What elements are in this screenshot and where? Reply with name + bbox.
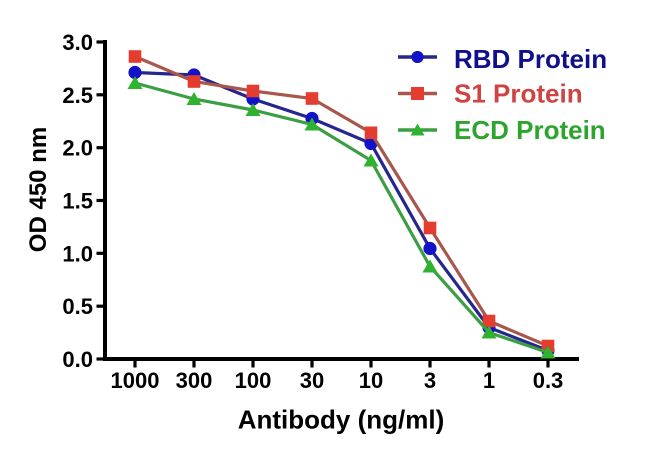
svg-text:3.0: 3.0 — [62, 30, 93, 55]
svg-text:Antibody (ng/ml): Antibody (ng/ml) — [238, 405, 445, 435]
svg-text:ECD Protein: ECD Protein — [454, 115, 606, 145]
svg-text:30: 30 — [300, 368, 324, 393]
svg-text:2.0: 2.0 — [62, 136, 93, 161]
svg-text:1.0: 1.0 — [62, 241, 93, 266]
svg-text:RBD Protein: RBD Protein — [454, 44, 607, 74]
svg-text:2.5: 2.5 — [62, 83, 93, 108]
svg-text:3: 3 — [424, 368, 436, 393]
svg-text:1000: 1000 — [111, 368, 160, 393]
svg-text:300: 300 — [176, 368, 213, 393]
svg-text:100: 100 — [235, 368, 272, 393]
svg-text:1: 1 — [483, 368, 495, 393]
svg-text:1.5: 1.5 — [62, 189, 93, 214]
svg-text:10: 10 — [359, 368, 383, 393]
svg-text:OD 450 nm: OD 450 nm — [25, 127, 52, 252]
svg-text:0.0: 0.0 — [62, 347, 93, 372]
svg-text:S1 Protein: S1 Protein — [454, 79, 583, 109]
svg-text:0.3: 0.3 — [533, 368, 564, 393]
svg-text:0.5: 0.5 — [62, 294, 93, 319]
